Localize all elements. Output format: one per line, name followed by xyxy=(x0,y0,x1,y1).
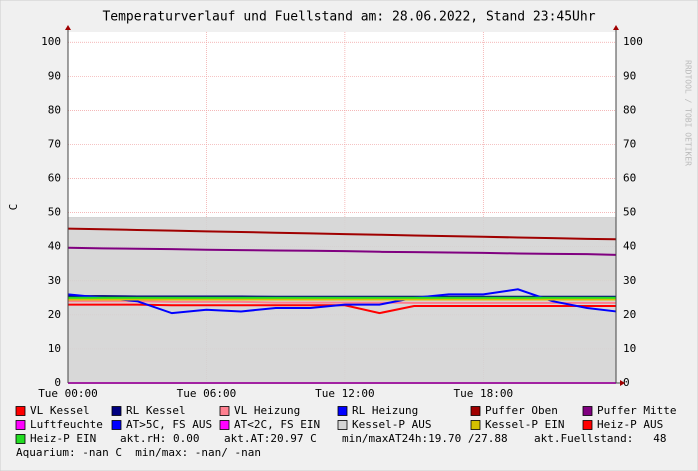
legend-swatch xyxy=(337,406,348,416)
axis-arrow xyxy=(620,380,625,386)
y-tick-label: 60 xyxy=(48,172,61,185)
y-tick-label: 70 xyxy=(48,137,61,150)
y-tick-label: 20 xyxy=(48,308,61,321)
legend-label: VL Heizung xyxy=(234,404,300,417)
line xyxy=(68,295,616,298)
y2-tick-label: 90 xyxy=(623,69,636,82)
legend-swatch xyxy=(15,420,26,430)
legend-swatch xyxy=(582,420,593,430)
legend-label: AT>5C, FS AUS xyxy=(126,418,212,431)
legend-label: RL Kessel xyxy=(126,404,186,417)
legend-note: akt.AT:20.97 C xyxy=(224,432,317,445)
y-tick-label: 50 xyxy=(48,206,61,219)
legend-label: Kessel-P AUS xyxy=(352,418,431,431)
legend-swatch xyxy=(470,420,481,430)
line xyxy=(67,227,617,241)
axis-arrow xyxy=(65,25,71,30)
legend-swatch xyxy=(111,420,122,430)
legend-label: Puffer Mitte xyxy=(597,404,676,417)
x-tick-label: Tue 12:00 xyxy=(315,387,375,400)
y-tick-label: 90 xyxy=(48,69,61,82)
y2-tick-label: 50 xyxy=(623,206,636,219)
y2-tick-label: 0 xyxy=(623,376,630,389)
legend-swatch xyxy=(219,420,230,430)
legend-swatch xyxy=(15,434,26,444)
y2-tick-label: 40 xyxy=(623,240,636,253)
y-tick-label: 30 xyxy=(48,274,61,287)
legend-label: Luftfeuchte xyxy=(30,418,103,431)
y2-tick-label: 80 xyxy=(623,103,636,116)
y-axis-label: C xyxy=(7,204,20,211)
y-tick-label: 100 xyxy=(41,35,61,48)
legend-label: Heiz-P EIN xyxy=(30,432,96,445)
y-tick-label: 0 xyxy=(54,376,61,389)
legend-note: akt.rH: 0.00 xyxy=(120,432,199,445)
axis-arrow xyxy=(613,25,619,30)
legend-label: Heiz-P AUS xyxy=(597,418,663,431)
legend-label: Kessel-P EIN xyxy=(485,418,564,431)
y2-tick-label: 10 xyxy=(623,342,636,355)
y2-tick-label: 20 xyxy=(623,308,636,321)
y2-tick-label: 30 xyxy=(623,274,636,287)
legend-swatch xyxy=(15,406,26,416)
legend-swatch xyxy=(337,420,348,430)
legend-note: Aquarium: -nan C min/max: -nan/ -nan xyxy=(16,446,261,459)
legend-label: VL Kessel xyxy=(30,404,90,417)
y2-tick-label: 70 xyxy=(623,137,636,150)
y2-tick-label: 100 xyxy=(623,35,643,48)
line xyxy=(67,246,617,256)
x-tick-label: Tue 00:00 xyxy=(38,387,98,400)
legend-swatch xyxy=(582,406,593,416)
legend-label: RL Heizung xyxy=(352,404,418,417)
legend-note: akt.Fuellstand: 48 xyxy=(534,432,666,445)
y2-tick-label: 60 xyxy=(623,172,636,185)
line xyxy=(67,288,617,315)
legend-label: Puffer Oben xyxy=(485,404,558,417)
line xyxy=(68,300,616,304)
legend-swatch xyxy=(470,406,481,416)
legend-swatch xyxy=(111,406,122,416)
chart-title: Temperaturverlauf und Fuellstand am: 28.… xyxy=(102,10,595,25)
x-tick-label: Tue 18:00 xyxy=(454,387,514,400)
y-tick-label: 10 xyxy=(48,342,61,355)
y-tick-label: 40 xyxy=(48,240,61,253)
x-tick-label: Tue 06:00 xyxy=(177,387,237,400)
watermark: RRDTOOL / TOBI OETIKER xyxy=(684,60,693,166)
legend-note: min/maxAT24h:19.70 /27.88 xyxy=(342,432,508,445)
y-tick-label: 80 xyxy=(48,103,61,116)
legend-label: AT<2C, FS EIN xyxy=(234,418,320,431)
legend-swatch xyxy=(219,406,230,416)
